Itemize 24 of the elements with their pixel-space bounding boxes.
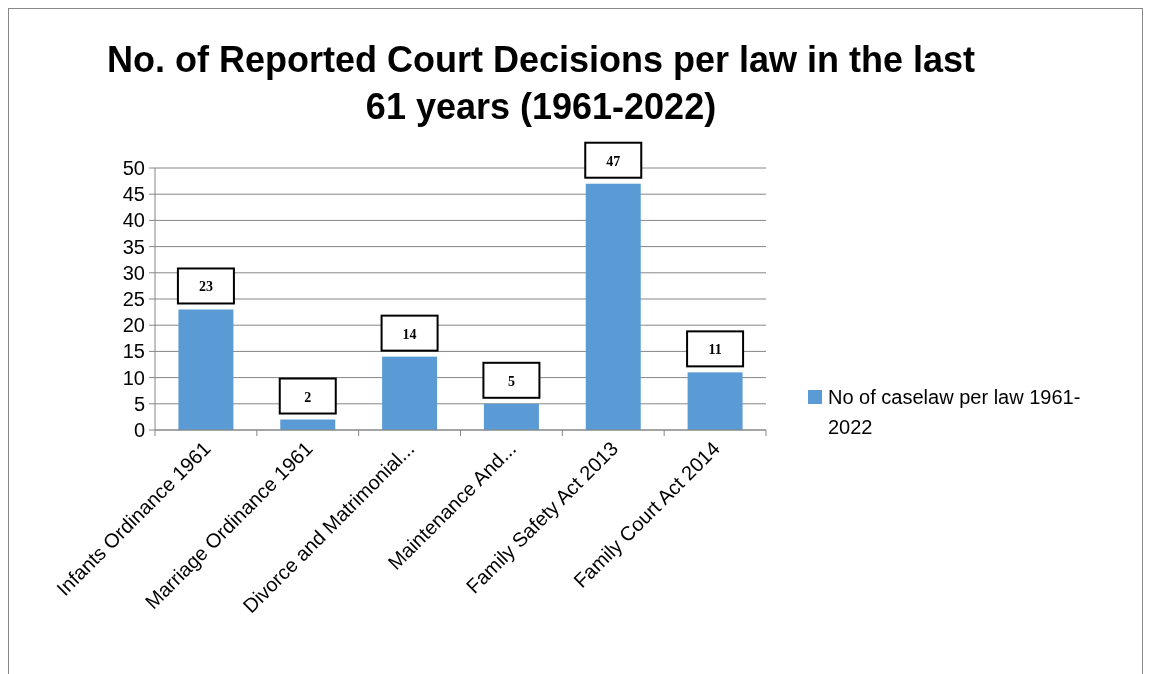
y-tick-label: 0 — [133, 419, 145, 441]
y-tick-label: 35 — [122, 235, 145, 258]
data-label: 47 — [606, 153, 621, 169]
bar — [382, 356, 438, 430]
y-tick-label: 20 — [122, 314, 145, 337]
bar — [585, 183, 641, 430]
data-label: 14 — [402, 326, 417, 342]
bar — [687, 372, 743, 430]
y-tick-label: 25 — [122, 288, 145, 310]
chart-title: No. of Reported Court Decisions per law in the last 61 years (1961-2022) — [106, 39, 976, 127]
y-tick-label: 10 — [122, 366, 145, 389]
bar — [178, 309, 234, 430]
y-tick-label: 5 — [133, 392, 145, 415]
data-label: 5 — [507, 373, 515, 389]
data-label: 11 — [708, 342, 722, 358]
y-tick-label: 50 — [122, 157, 145, 179]
y-tick-label: 15 — [122, 340, 145, 363]
bar — [483, 403, 539, 430]
y-tick-label: 30 — [122, 261, 145, 284]
y-tick-label: 40 — [122, 209, 145, 232]
data-label: 23 — [198, 279, 213, 295]
y-tick-label: 45 — [122, 183, 145, 206]
data-label: 2 — [304, 389, 312, 405]
legend-label: No of caselaw per law 1961-2022 — [828, 386, 1081, 438]
